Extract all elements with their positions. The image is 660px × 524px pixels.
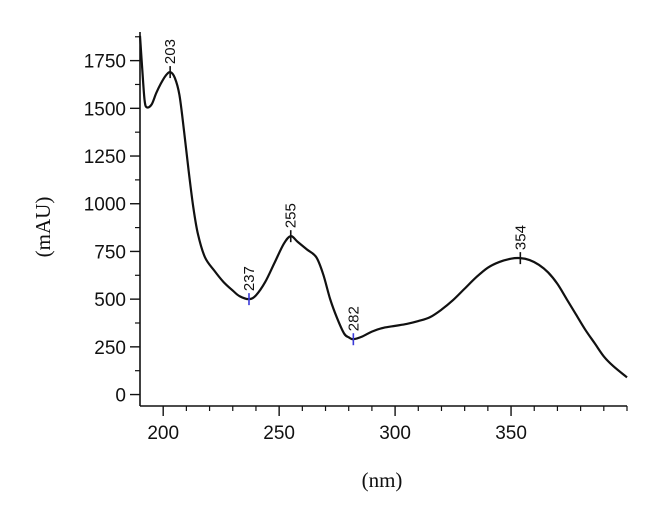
y-tick-label: 1750 [84,52,126,73]
x-tick-label: 200 [147,423,179,444]
y-tick-label: 0 [115,386,126,407]
y-tick-label: 750 [94,242,126,263]
peak-label: 255 [283,203,300,228]
absorbance-series-line [138,35,628,379]
x-tick-label: 250 [263,423,295,444]
y-tick-label: 1250 [84,147,126,168]
peak-label: 203 [162,39,179,64]
y-tick-label: 250 [94,338,126,359]
peak-label: 282 [345,306,362,331]
x-tick-label: 300 [379,423,411,444]
x-tick-label: 350 [495,423,527,444]
x-axis: 200 250 300 350 [140,405,628,444]
y-axis: 0 250 500 750 1000 1250 1500 1750 [84,32,141,407]
y-axis-title: (mAU) [31,197,55,258]
y-tick-label: 500 [94,290,126,311]
x-axis-title: (nm) [362,468,403,492]
y-tick-label: 1500 [84,99,126,120]
peak-label: 354 [512,225,529,250]
peak-annotations: 203 237 255 282 354 [162,39,529,346]
peak-label: 237 [241,266,258,291]
y-tick-label: 1000 [84,195,126,216]
